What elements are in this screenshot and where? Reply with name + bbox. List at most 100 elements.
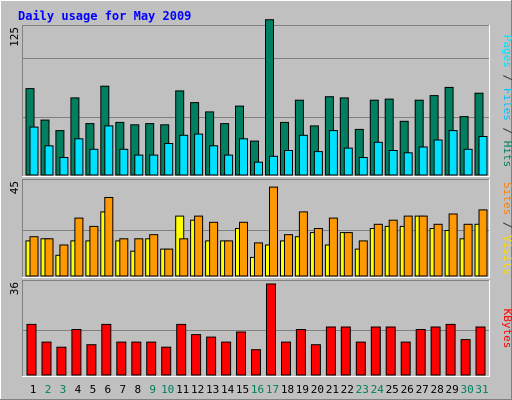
bar-kbytes-day-6 bbox=[101, 323, 112, 376]
bar-files-day-10 bbox=[164, 143, 174, 176]
bar-files-day-18 bbox=[284, 150, 293, 176]
chart-panels: 125 Pages / Files / Hits 45 Sites / Visits 3… bbox=[8, 19, 512, 377]
bar-files-day-12 bbox=[194, 133, 204, 176]
bar-kbytes-day-18 bbox=[281, 341, 291, 376]
bar-sites-day-20 bbox=[313, 228, 323, 277]
legend-part: / bbox=[501, 68, 512, 88]
panel-visits-sites: 45 Sites / Visits bbox=[8, 179, 512, 278]
bar-kbytes-day-10 bbox=[161, 346, 172, 376]
bar-sites-day-26 bbox=[403, 215, 413, 277]
bar-sites-day-30 bbox=[463, 223, 473, 277]
bar-kbytes-day-14 bbox=[221, 341, 232, 376]
bar-kbytes-day-27 bbox=[415, 329, 426, 376]
bar-kbytes-day-4 bbox=[71, 329, 82, 376]
bar-sites-day-17 bbox=[269, 186, 278, 277]
x-tick-label: 14 bbox=[221, 383, 235, 396]
bar-files-day-22 bbox=[343, 147, 353, 176]
bar-files-day-23 bbox=[358, 157, 368, 176]
y-max-label: 45 bbox=[8, 181, 21, 194]
bar-files-day-19 bbox=[298, 134, 308, 176]
legend-part: Visits bbox=[501, 235, 512, 275]
bar-kbytes-day-15 bbox=[236, 331, 246, 376]
bar-files-day-27 bbox=[418, 146, 428, 176]
x-tick-label: 18 bbox=[281, 383, 294, 396]
bar-kbytes-day-8 bbox=[131, 341, 142, 376]
x-tick-label: 21 bbox=[326, 383, 339, 396]
bar-sites-day-18 bbox=[284, 234, 293, 277]
bar-files-day-8 bbox=[134, 154, 144, 176]
bar-kbytes-day-17 bbox=[266, 283, 276, 376]
bar-files-day-17 bbox=[269, 155, 278, 176]
legend-part: KBytes bbox=[501, 309, 512, 349]
bar-kbytes-day-30 bbox=[460, 339, 471, 376]
x-tick-label: 17 bbox=[266, 383, 279, 396]
x-tick-label: 15 bbox=[236, 383, 249, 396]
x-tick-label: 12 bbox=[191, 383, 204, 396]
x-tick-label: 5 bbox=[90, 383, 97, 396]
bar-sites-day-25 bbox=[388, 219, 398, 277]
bar-files-day-7 bbox=[119, 148, 129, 176]
bar-sites-day-16 bbox=[254, 242, 263, 277]
x-tick-label: 25 bbox=[386, 383, 399, 396]
bar-sites-day-23 bbox=[358, 240, 368, 277]
bar-kbytes-day-5 bbox=[86, 344, 97, 376]
bar-kbytes-day-16 bbox=[251, 349, 261, 376]
x-tick-label: 6 bbox=[104, 383, 111, 396]
panel-hits-files-pages: 125 Pages / Files / Hits bbox=[8, 19, 512, 177]
bar-kbytes-day-12 bbox=[191, 334, 202, 376]
bar-sites-day-2 bbox=[44, 238, 54, 277]
bar-sites-day-19 bbox=[298, 211, 308, 277]
x-axis-labels: 1 2 3 4 5 6 7 8 9 10 11 12 13 14 15 16 17 18 19 20 21 22 23 24 2… bbox=[30, 383, 489, 396]
bar-kbytes-day-7 bbox=[116, 341, 127, 376]
bar-hits-day-17 bbox=[265, 19, 274, 176]
bar-sites-day-24 bbox=[373, 223, 383, 277]
x-tick-label: 22 bbox=[341, 383, 354, 396]
x-tick-label: 28 bbox=[430, 383, 443, 396]
bar-kbytes-day-21 bbox=[325, 326, 336, 376]
bar-kbytes-day-3 bbox=[56, 346, 67, 376]
bar-sites-day-14 bbox=[224, 240, 234, 277]
x-tick-label: 26 bbox=[401, 383, 414, 396]
bar-files-day-4 bbox=[74, 138, 84, 176]
x-tick-label: 7 bbox=[119, 383, 126, 396]
bar-files-day-11 bbox=[179, 134, 189, 176]
x-tick-label: 29 bbox=[445, 383, 458, 396]
bar-files-day-6 bbox=[104, 125, 114, 176]
legend-part: Pages bbox=[501, 35, 512, 68]
y-max-label: 36 bbox=[8, 282, 21, 295]
bar-files-day-26 bbox=[403, 152, 413, 176]
x-tick-label: 10 bbox=[161, 383, 174, 396]
series-legend-label: Pages / Files / Hits bbox=[501, 35, 512, 168]
x-tick-label: 30 bbox=[460, 383, 473, 396]
x-tick-label: 19 bbox=[296, 383, 309, 396]
bar-sites-day-15 bbox=[239, 221, 248, 277]
x-tick-label: 9 bbox=[149, 383, 156, 396]
bar-kbytes-day-20 bbox=[310, 344, 321, 376]
bar-sites-day-28 bbox=[433, 223, 443, 277]
x-tick-label: 3 bbox=[60, 383, 67, 396]
bar-files-day-28 bbox=[433, 139, 443, 176]
legend-part: Files bbox=[501, 88, 512, 121]
y-max-label: 125 bbox=[8, 27, 21, 47]
bar-files-day-29 bbox=[448, 130, 458, 176]
x-tick-label: 2 bbox=[45, 383, 52, 396]
bar-files-day-2 bbox=[44, 145, 54, 176]
bar-kbytes-day-1 bbox=[26, 323, 37, 376]
bar-kbytes-day-24 bbox=[370, 326, 381, 376]
bar-sites-day-21 bbox=[328, 217, 338, 277]
x-tick-label: 1 bbox=[30, 383, 37, 396]
bar-kbytes-day-2 bbox=[41, 341, 52, 376]
bar-sites-day-6 bbox=[104, 197, 114, 277]
series-legend-label: Sites / Visits bbox=[501, 182, 512, 275]
bar-files-day-15 bbox=[239, 138, 248, 176]
series-legend-label: KBytes bbox=[501, 309, 512, 349]
bar-sites-day-5 bbox=[89, 225, 99, 277]
bar-sites-day-11 bbox=[179, 238, 189, 277]
bar-sites-day-1 bbox=[29, 236, 39, 277]
x-tick-label: 16 bbox=[251, 383, 264, 396]
bar-kbytes-day-19 bbox=[295, 329, 306, 376]
chart-title: Daily usage for May 2009 bbox=[18, 9, 191, 23]
bar-sites-day-27 bbox=[418, 215, 428, 277]
bar-files-day-9 bbox=[149, 154, 159, 176]
bar-files-day-20 bbox=[313, 151, 323, 176]
